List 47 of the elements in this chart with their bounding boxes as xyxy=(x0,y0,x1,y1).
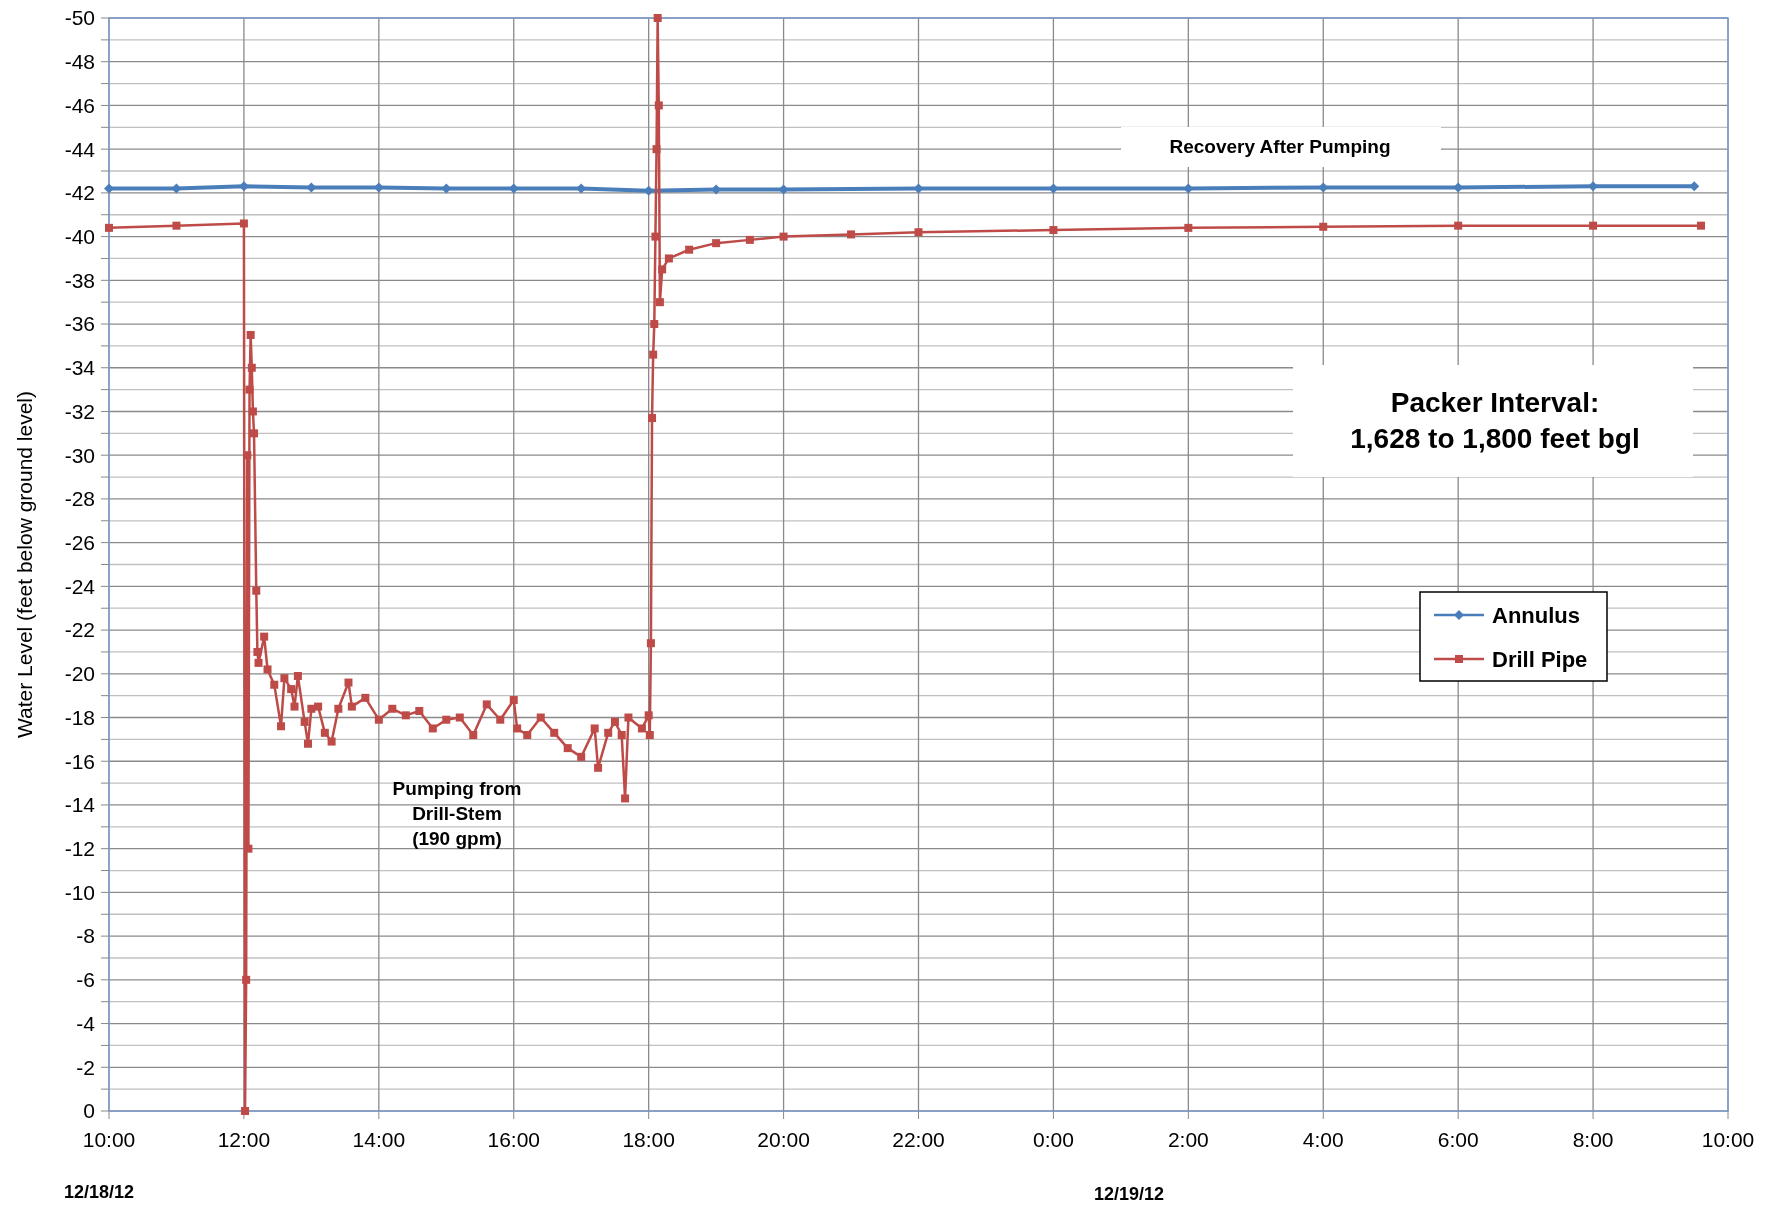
x-tick-label: 6:00 xyxy=(1437,1128,1479,1151)
y-tick-label: -20 xyxy=(64,662,95,686)
text: 12/18/12 xyxy=(63,1182,135,1202)
x-tick-label: 22:00 xyxy=(892,1128,945,1151)
y-tick-label: -26 xyxy=(64,530,95,554)
y-tick-label: -2 xyxy=(76,1055,95,1079)
annotation: Pumping from Drill-Stem (190 gpm) xyxy=(392,778,522,849)
y-tick-label: -14 xyxy=(64,793,96,817)
y-tick-label: -38 xyxy=(64,268,95,292)
x-tick-label: 4:00 xyxy=(1302,1128,1344,1151)
x-tick-label: 0:00 xyxy=(1032,1128,1074,1151)
x-tick-label: 10:00 xyxy=(1701,1128,1755,1151)
x-tick-label: 10:00 xyxy=(82,1128,136,1151)
x-tick-label: 14:00 xyxy=(352,1128,406,1151)
y-tick-label: -40 xyxy=(64,224,95,248)
y-tick-label: -10 xyxy=(64,880,95,904)
x-tick-label: 20:00 xyxy=(757,1128,810,1151)
y-tick-label: -28 xyxy=(64,487,95,511)
y-tick-label: -34 xyxy=(64,356,96,380)
legend-label: Annulus xyxy=(1492,602,1580,628)
x-tick-label: 8:00 xyxy=(1572,1128,1614,1151)
y-tick-label: -8 xyxy=(76,924,95,948)
x-tick-label: 2:00 xyxy=(1167,1128,1209,1151)
y-tick-label: -44 xyxy=(64,137,96,161)
x-tick-label: 16:00 xyxy=(487,1128,541,1151)
y-tick-label: -48 xyxy=(64,50,95,74)
y-tick-label: -46 xyxy=(64,93,95,117)
y-axis-title: Water Level (feet below ground level) xyxy=(13,390,36,739)
y-tick-label: -6 xyxy=(76,968,95,992)
y-tick-label: -50 xyxy=(64,6,95,30)
annotation: Packer Interval: 1,628 to 1,800 feet bgl xyxy=(1350,387,1640,454)
x-tick-label: 18:00 xyxy=(622,1128,675,1151)
y-tick-label: -24 xyxy=(64,574,96,598)
text: 12/19/12 xyxy=(1093,1184,1165,1204)
y-tick-label: -12 xyxy=(64,837,95,861)
y-tick-label: -18 xyxy=(64,705,95,729)
x-tick-label: 12:00 xyxy=(217,1128,271,1151)
y-tick-label: -30 xyxy=(64,443,95,467)
y-tick-label: -32 xyxy=(64,399,95,423)
y-tick-label: -42 xyxy=(64,181,95,205)
y-tick-label: -4 xyxy=(76,1011,96,1035)
y-tick-label: -16 xyxy=(64,749,95,773)
legend-label: Drill Pipe xyxy=(1492,646,1588,672)
y-tick-label: -22 xyxy=(64,618,95,642)
annotation: Recovery After Pumping xyxy=(1169,136,1391,157)
y-tick-label: 0 xyxy=(83,1099,95,1123)
y-tick-label: -36 xyxy=(64,312,95,336)
